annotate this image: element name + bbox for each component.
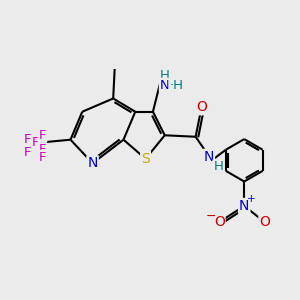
Text: S: S (141, 152, 150, 166)
Text: F: F (23, 146, 31, 159)
Text: F: F (39, 151, 46, 164)
Text: N: N (239, 199, 249, 213)
Text: F: F (32, 136, 39, 149)
Text: +: + (247, 194, 256, 205)
Text: O: O (260, 215, 270, 229)
Text: O: O (196, 100, 207, 114)
Text: F: F (39, 143, 46, 157)
Text: N: N (204, 150, 214, 164)
Text: −: − (206, 210, 216, 223)
Text: O: O (214, 215, 225, 229)
Text: F: F (23, 133, 31, 146)
Text: H: H (213, 160, 223, 173)
Text: N: N (160, 79, 169, 92)
Text: F: F (39, 129, 46, 142)
Text: H: H (160, 69, 170, 82)
Text: ·H: ·H (169, 79, 184, 92)
Text: N: N (87, 156, 98, 170)
